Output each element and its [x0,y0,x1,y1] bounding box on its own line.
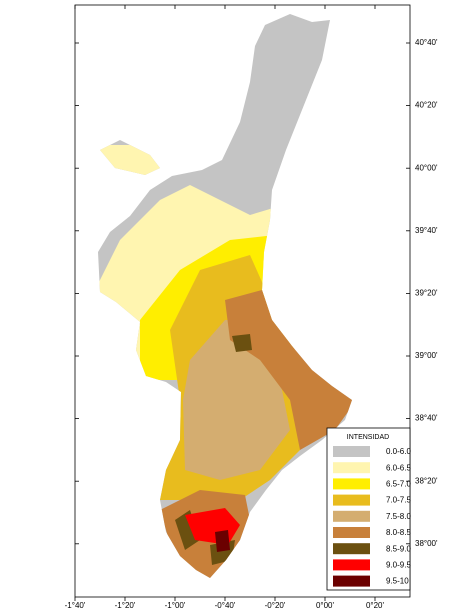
legend-swatch [333,527,370,538]
x-tick-label: -1°20' [115,601,136,610]
y-tick-label: 40°00' [415,163,438,172]
legend-swatch [333,559,370,571]
legend-label: 7.0-7.5 [386,496,411,505]
zone [100,145,160,178]
legend-label: 9.0-9.5 [386,561,411,570]
legend-label: 8.0-8.5 [386,528,411,537]
legend-title: INTENSIDAD [347,434,389,441]
y-tick-label: 39°20' [415,289,438,298]
y-tick-label: 40°40' [415,38,438,47]
y-tick-label: 40°20' [415,101,438,110]
legend-swatch [333,478,370,490]
x-tick-label: 0°00' [316,601,335,610]
legend-label: 9.5-10 [386,577,409,586]
zone [225,290,352,450]
zone [215,530,230,552]
x-tick-label: -1°40' [65,601,86,610]
legend-swatch [333,575,370,587]
x-tick-label: -0°40' [215,601,236,610]
legend-swatch [333,510,370,522]
legend-swatch [333,543,370,555]
zone [175,510,200,550]
x-tick-label: -1°00' [165,601,186,610]
y-tick-label: 39°40' [415,226,438,235]
x-tick-label: 0°20' [366,601,385,610]
intensity-map [98,14,352,578]
x-tick-label: -0°20' [265,601,286,610]
legend-label: 6.5-7.0 [386,480,411,489]
legend-label: 0.0-6.0 [386,447,411,456]
y-tick-label: 38°40' [415,414,438,423]
zone [232,334,252,352]
y-tick-label: 38°00' [415,539,438,548]
y-tick-label: 39°00' [415,351,438,360]
y-tick-label: 38°20' [415,476,438,485]
legend-label: 8.5-9.0 [386,544,411,553]
legend-swatch [333,462,370,474]
map-frame [74,4,411,598]
legend-swatch [333,446,370,457]
legend-swatch [333,494,370,506]
legend-label: 7.5-8.0 [386,512,411,521]
legend-label: 6.0-6.5 [386,463,411,472]
